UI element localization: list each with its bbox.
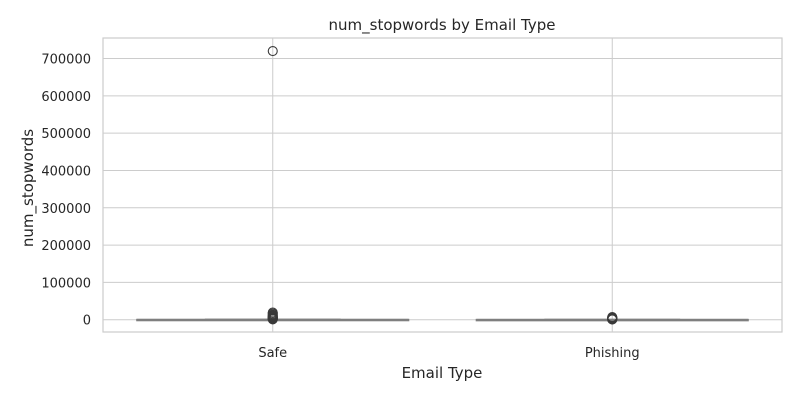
- chart-title: num_stopwords by Email Type: [329, 16, 556, 35]
- x-tick-labels: Safe Phishing: [258, 346, 639, 361]
- box-series: [136, 46, 749, 325]
- y-tick-label: 700000: [41, 53, 91, 68]
- y-tick-label: 600000: [41, 90, 91, 105]
- outlier-point: [607, 314, 618, 325]
- y-tick-label: 200000: [41, 239, 91, 254]
- y-tick-label: 0: [83, 314, 91, 329]
- outlier-point: [267, 314, 278, 325]
- x-tick-label: Safe: [258, 346, 287, 361]
- y-tick-label: 400000: [41, 164, 91, 179]
- y-tick-label: 300000: [41, 202, 91, 217]
- y-tick-label: 500000: [41, 127, 91, 142]
- y-tick-label: 100000: [41, 276, 91, 291]
- y-axis-label: num_stopwords: [19, 129, 38, 247]
- y-tick-labels: 0 100000 200000 300000 400000 500000 600000 700…: [41, 53, 91, 329]
- grid-lines: [103, 38, 782, 332]
- plot-area: [102, 37, 783, 333]
- box-phishing: [475, 312, 749, 325]
- x-axis-label: Email Type: [402, 364, 483, 382]
- outlier-point: [267, 46, 278, 57]
- x-tick-label: Phishing: [585, 346, 640, 361]
- box-safe: [136, 46, 410, 325]
